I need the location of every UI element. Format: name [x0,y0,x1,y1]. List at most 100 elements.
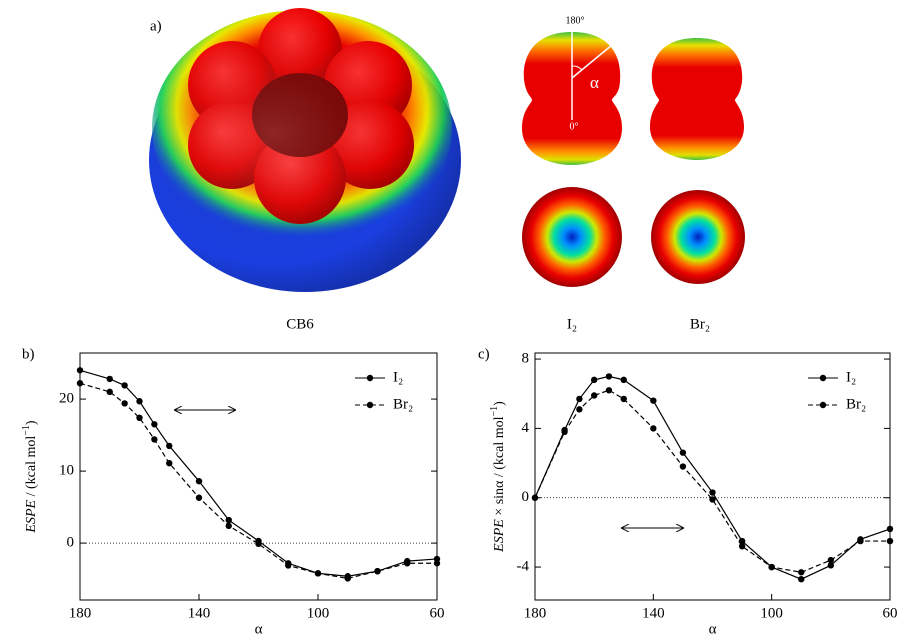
y-tick-label: -4 [517,559,530,575]
data-point [591,377,597,383]
data-point [709,496,715,502]
data-point [532,495,538,501]
data-point [196,495,202,501]
angle-symbol: α [590,73,599,92]
panel-label: a) [150,18,162,34]
data-point [434,560,440,566]
data-point [107,389,113,395]
data-point [226,523,232,529]
x-tick-label: 180 [69,605,92,621]
y-axis-label-part: ) [492,401,507,406]
data-point [315,570,321,576]
legend-label: I₂ [393,369,403,385]
data-point [709,489,715,495]
y-axis-label-part: −1 [489,406,500,417]
plot-frame [535,353,890,600]
data-point [768,564,774,570]
data-point [166,460,172,466]
data-point [404,560,410,566]
data-point [680,463,686,469]
data-point [151,421,157,427]
data-point [561,429,567,435]
data-point [136,398,142,404]
x-tick-label: 100 [760,605,783,621]
i2-top [522,187,622,287]
legend-label: Br₂ [846,396,866,412]
molecule-label: CB6 [286,316,314,332]
panel-a: a) 180° 0° α CB6 I₂ Br₂ [149,8,745,332]
data-point [857,538,863,544]
data-point [121,382,127,388]
molecule-label: Br₂ [690,316,710,332]
x-tick-label: 100 [307,605,330,621]
data-point [828,557,834,563]
data-point [887,526,893,532]
legend-marker [820,375,826,381]
data-point [151,436,157,442]
x-tick-label: 60 [883,605,898,621]
legend-label: I₂ [846,369,856,385]
data-point [576,406,582,412]
data-point [374,568,380,574]
br2-top [651,190,745,284]
y-axis-label-part: ESPE [24,499,39,533]
cb6-surface [149,8,461,292]
panel-label: c) [478,346,490,362]
legend-marker [820,402,826,408]
y-tick-label: 10 [59,463,74,479]
br2-side [650,38,744,160]
data-point [621,377,627,383]
y-axis-label-part: −1 [21,425,32,436]
data-point [77,367,83,373]
data-point [887,538,893,544]
x-tick-label: 140 [642,605,665,621]
x-axis-label: α [255,621,263,634]
plot-frame [80,353,437,600]
y-axis-label: ESPE × sinα / (kcal mol−1) [489,401,507,553]
legend-marker [367,375,373,381]
y-tick-label: 20 [59,391,74,407]
x-tick-label: 180 [524,605,547,621]
y-axis-label: ESPE / (kcal mol−1) [21,420,39,533]
data-point [650,397,656,403]
legend-marker [367,402,373,408]
data-point [255,541,261,547]
y-tick-label: 0 [67,535,75,551]
figure: a) 180° 0° α CB6 I₂ Br₂ [0,0,899,634]
data-point [798,569,804,575]
x-tick-label: 140 [188,605,211,621]
series-line [535,390,890,572]
y-axis-label-part: × sinα / (kcal mol [492,416,507,519]
series-line [535,376,890,579]
y-tick-label: 4 [522,420,530,436]
i2-side: 180° 0° α [522,15,622,165]
data-point [77,380,83,386]
y-axis-label-part: / (kcal mol [24,436,39,500]
series-line [80,383,437,578]
data-point [345,575,351,581]
angle-label: 180° [566,15,585,26]
data-point [739,543,745,549]
data-point [621,396,627,402]
x-axis-label: α [709,621,717,634]
data-point [121,400,127,406]
data-point [107,376,113,382]
data-point [606,373,612,379]
y-axis-label-part: ESPE [492,519,507,553]
data-point [166,443,172,449]
data-point [606,387,612,393]
y-tick-label: 0 [522,489,530,505]
y-axis-label-part: ) [24,420,39,425]
data-point [591,392,597,398]
data-point [196,478,202,484]
legend-label: Br₂ [393,396,413,412]
data-point [285,562,291,568]
x-tick-label: 60 [430,605,445,621]
molecule-label: I₂ [567,316,577,332]
data-point [136,415,142,421]
data-point [226,517,232,523]
panel-label: b) [22,346,35,362]
y-tick-label: 8 [522,351,530,367]
data-point [650,425,656,431]
angle-label: 0° [570,121,579,132]
